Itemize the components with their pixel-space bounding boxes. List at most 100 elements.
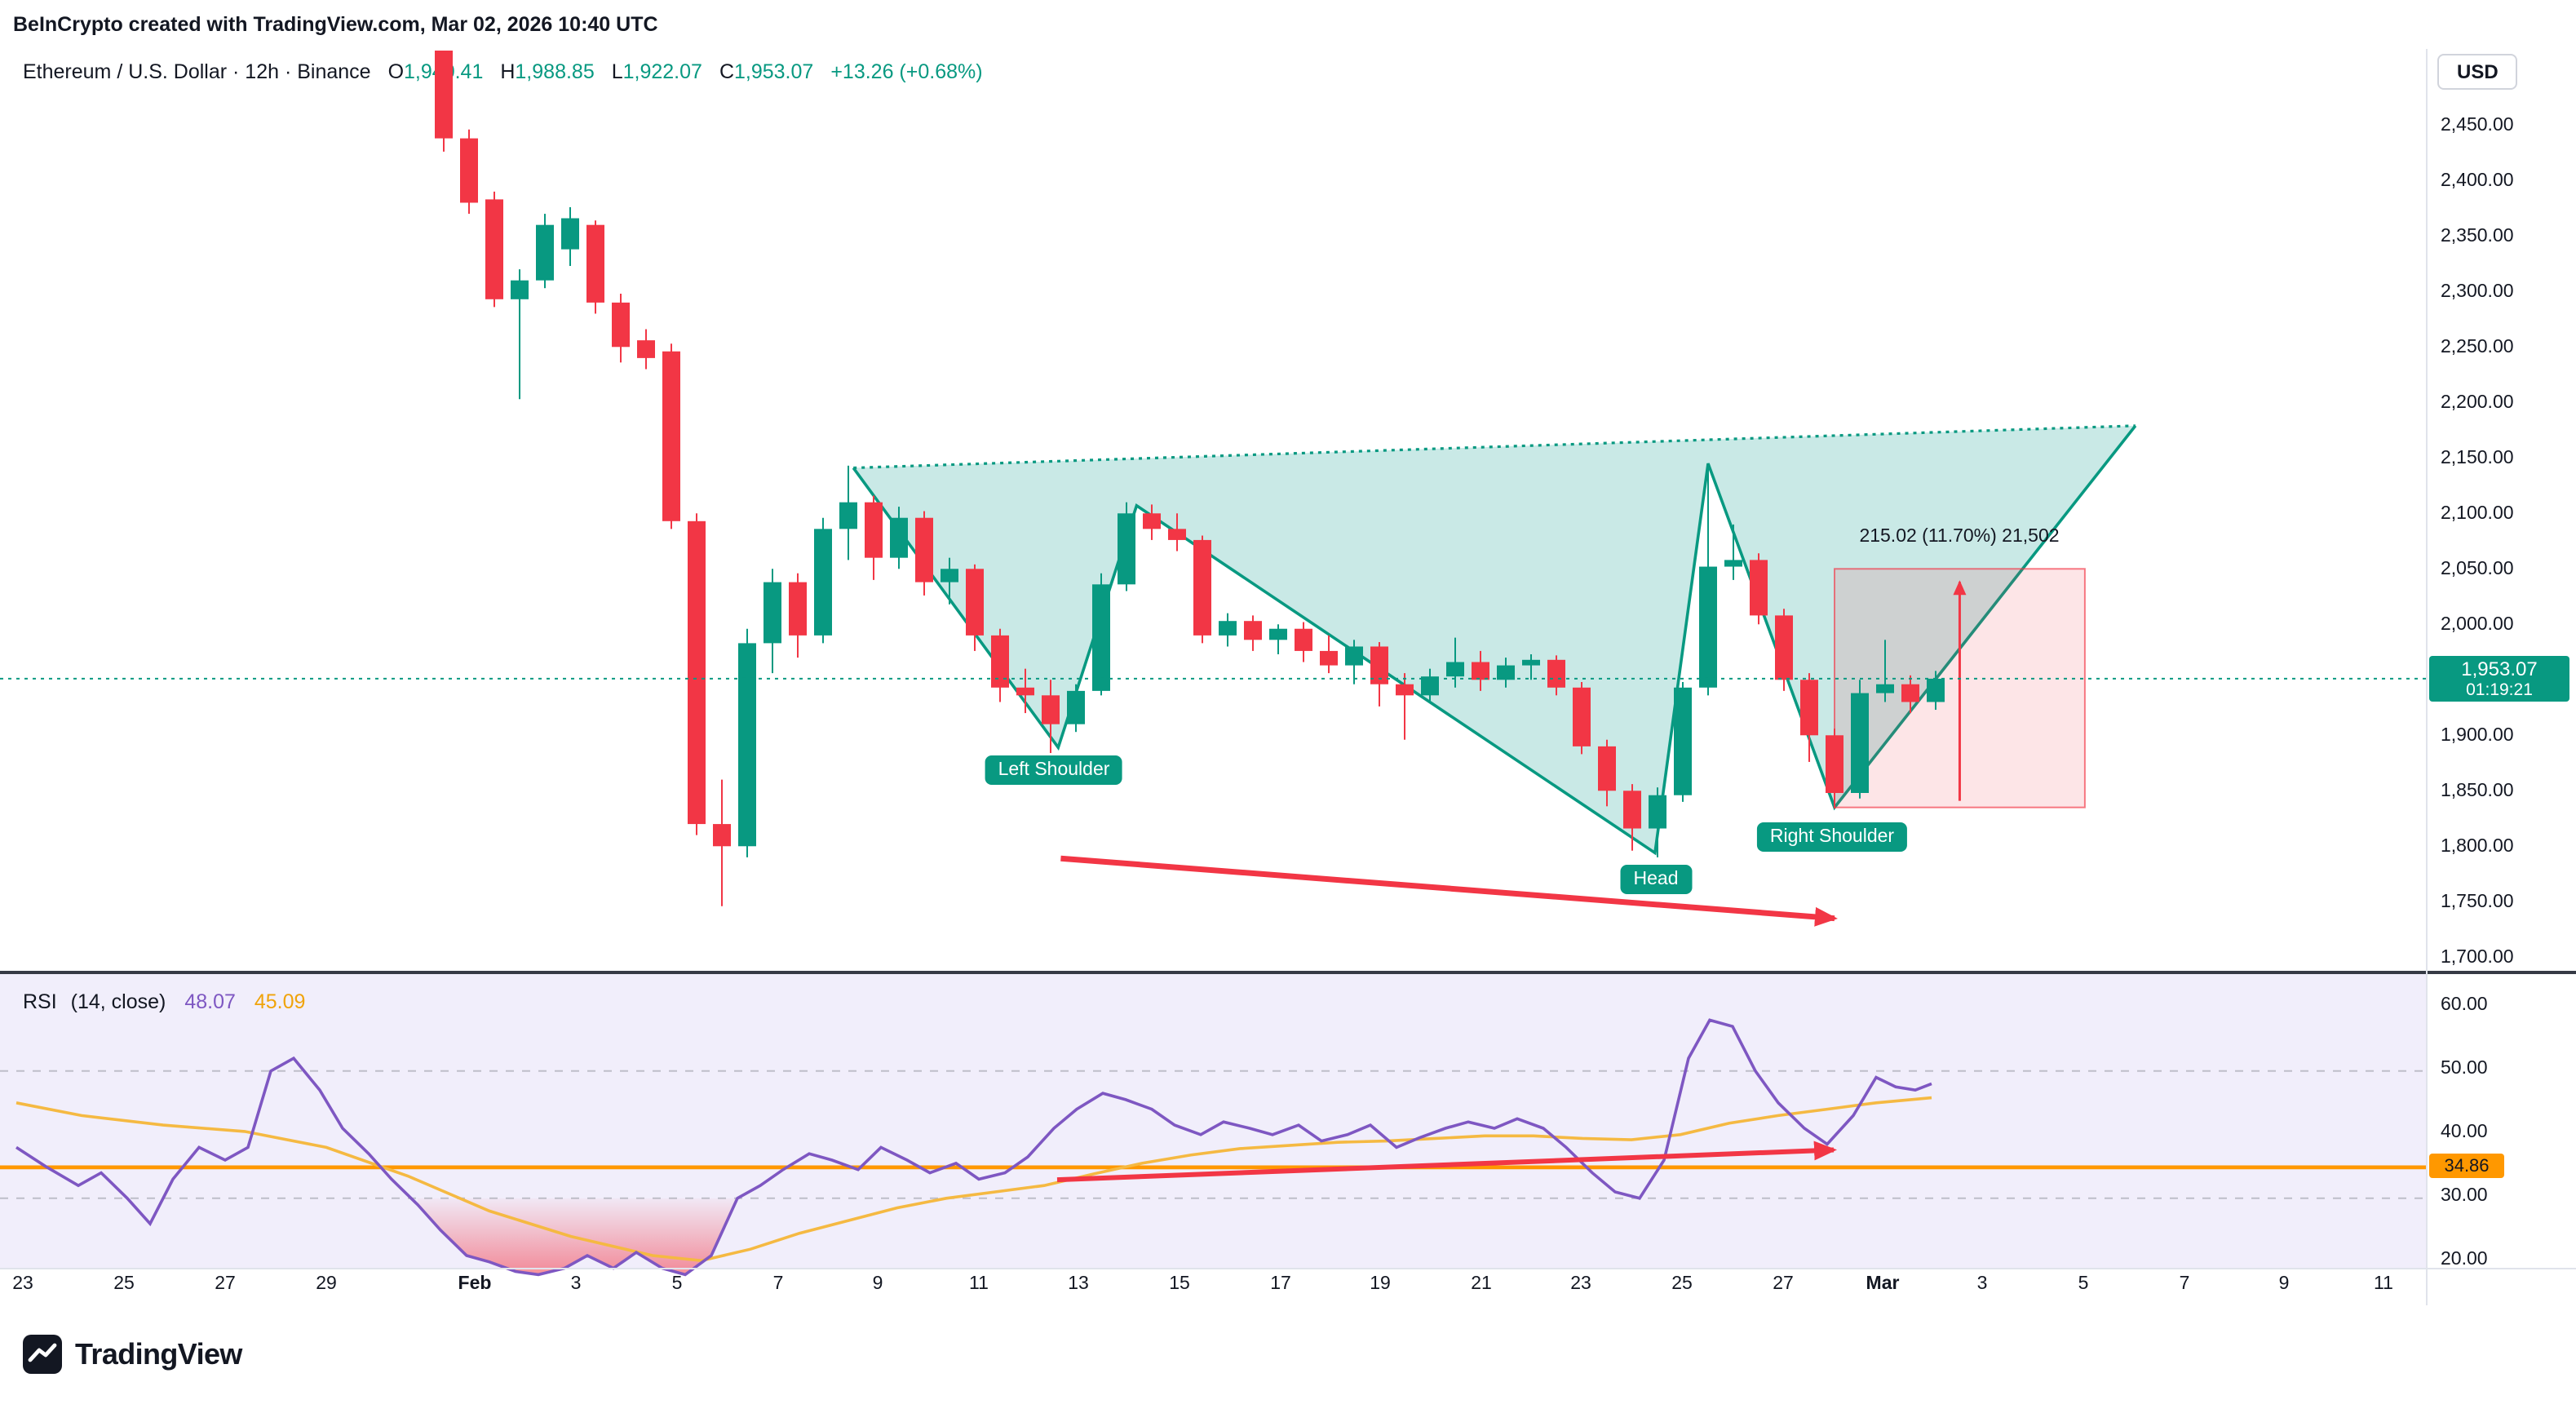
pattern-neckline[interactable]: [853, 424, 2136, 470]
candle-body: [1927, 678, 1945, 702]
rsi-line: [15, 1018, 1932, 1277]
candle-body: [839, 502, 857, 529]
head-label[interactable]: Head: [1620, 865, 1692, 894]
candle-body: [1219, 621, 1237, 636]
left-shoulder-label[interactable]: Left Shoulder: [985, 755, 1123, 785]
pane-separator[interactable]: [0, 971, 2576, 974]
candle-body: [460, 138, 478, 203]
candle-body: [1573, 687, 1591, 746]
time-tick-label: 21: [1471, 1274, 1492, 1294]
time-axis[interactable]: 23 25 27 29 Feb 3 5 7 9 11 13 15 17 19 21 23 25 27 Mar 3 5 7 9…: [0, 1271, 2576, 1305]
time-tick-label: 7: [2179, 1274, 2190, 1294]
rsi-legend[interactable]: RSI (14, close) 48.07 45.09: [23, 990, 305, 1013]
rsi-tick-label: 50.00: [2441, 1059, 2488, 1079]
candle-body: [1750, 560, 1768, 616]
time-tick-label: 29: [316, 1274, 337, 1294]
price-tick-label: 2,050.00: [2441, 560, 2514, 579]
price-tick-label: 2,200.00: [2441, 393, 2514, 413]
price-tick-label: 1,750.00: [2441, 893, 2514, 912]
candle-body: [1168, 529, 1186, 540]
price-tick-label: 2,350.00: [2441, 227, 2514, 246]
candle-body: [586, 224, 604, 303]
main-pane: [0, 51, 2426, 927]
price-tick-label: 1,850.00: [2441, 782, 2514, 801]
price-tick-label: 2,000.00: [2441, 615, 2514, 635]
rsi-tick-label: 40.00: [2441, 1123, 2488, 1143]
candle-body: [1674, 687, 1692, 795]
right-shoulder-label[interactable]: Right Shoulder: [1756, 822, 1908, 852]
candle-body: [1497, 665, 1515, 680]
bar-countdown: 01:19:21: [2466, 680, 2533, 699]
time-tick-label: 11: [2374, 1274, 2393, 1294]
price-axis[interactable]: 2,450.00 2,400.00 2,350.00 2,300.00 2,250.00…: [2426, 0, 2576, 1305]
time-tick-label: Feb: [458, 1274, 492, 1294]
price-tick-label: 1,900.00: [2441, 726, 2514, 746]
candle-body: [485, 199, 503, 299]
candle-body: [662, 351, 680, 521]
tradingview-wordmark: TradingView: [75, 1337, 242, 1370]
candle-body: [1724, 560, 1742, 567]
symbol-title[interactable]: Ethereum / U.S. Dollar · 12h · Binance: [23, 60, 371, 83]
low-label: L: [611, 60, 623, 83]
low-value: 1,922.07: [622, 60, 702, 83]
candle-body: [1421, 676, 1439, 696]
time-tick-label: 23: [1570, 1274, 1591, 1294]
candle-body: [1092, 584, 1110, 691]
candle-body: [1446, 662, 1464, 677]
rsi-pane: [0, 1018, 2426, 1277]
candle-body: [1042, 695, 1060, 724]
rsi-uptrend-arrow[interactable]: [1056, 1141, 1837, 1183]
price-tick-label: 2,300.00: [2441, 282, 2514, 302]
candle-body: [1320, 650, 1338, 666]
rsi-params: (14, close): [70, 990, 166, 1013]
candle-body: [1345, 646, 1363, 666]
candle-body: [536, 224, 554, 281]
candle-body: [688, 520, 706, 825]
time-tick-label: 13: [1068, 1274, 1089, 1294]
time-tick-label: 27: [215, 1274, 236, 1294]
candle-body: [1396, 684, 1414, 696]
downtrend-arrow[interactable]: [1060, 855, 1838, 927]
current-price-badge: 1,953.07 01:19:21: [2429, 656, 2569, 702]
price-tick-label: 2,250.00: [2441, 338, 2514, 357]
candle-body: [890, 517, 908, 558]
price-tick-label: 2,100.00: [2441, 504, 2514, 524]
time-tick-label: 3: [570, 1274, 582, 1294]
candle-body: [1370, 646, 1388, 684]
rsi-panel-background: [0, 974, 2426, 1268]
high-value: 1,988.85: [515, 60, 595, 83]
candle-body: [1547, 659, 1565, 688]
close-label: C: [719, 60, 734, 83]
rsi-hline-badge: 34.86: [2429, 1154, 2504, 1178]
price-tick-label: 2,450.00: [2441, 116, 2514, 135]
time-tick-label: 27: [1773, 1274, 1794, 1294]
time-tick-label: 15: [1169, 1274, 1190, 1294]
attribution-text: BeInCrypto created with TradingView.com,…: [13, 13, 658, 36]
time-tick-label: 5: [671, 1274, 683, 1294]
candle-body: [1016, 687, 1034, 696]
candle-body: [1598, 746, 1616, 791]
price-tick-label: 2,150.00: [2441, 449, 2514, 468]
current-price-value: 1,953.07: [2461, 657, 2538, 680]
candle-body: [1193, 539, 1211, 636]
tradingview-logo[interactable]: TradingView: [23, 1335, 242, 1374]
time-tick-label: 9: [872, 1274, 883, 1294]
price-tick-label: 1,700.00: [2441, 948, 2514, 968]
candle-body: [1623, 791, 1641, 829]
time-tick-label: 25: [113, 1274, 135, 1294]
candle-body: [966, 569, 984, 636]
price-range-measurement-label[interactable]: 215.02 (11.70%) 21,502: [1859, 527, 2060, 547]
symbol-legend[interactable]: Ethereum / U.S. Dollar · 12h · Binance O…: [23, 60, 983, 83]
pattern-fill: [853, 425, 2136, 853]
candle-body: [1901, 684, 1919, 702]
rsi-tick-label: 20.00: [2441, 1250, 2488, 1270]
currency-toggle-button[interactable]: USD: [2437, 54, 2518, 90]
time-tick-label: 11: [969, 1274, 989, 1294]
time-tick-label: 3: [1976, 1274, 1988, 1294]
candle-body: [1522, 659, 1540, 666]
price-tick-label: 2,400.00: [2441, 171, 2514, 191]
price-axis-separator: [2426, 49, 2428, 1305]
rsi-tick-label: 30.00: [2441, 1186, 2488, 1207]
candle-body: [915, 517, 933, 582]
